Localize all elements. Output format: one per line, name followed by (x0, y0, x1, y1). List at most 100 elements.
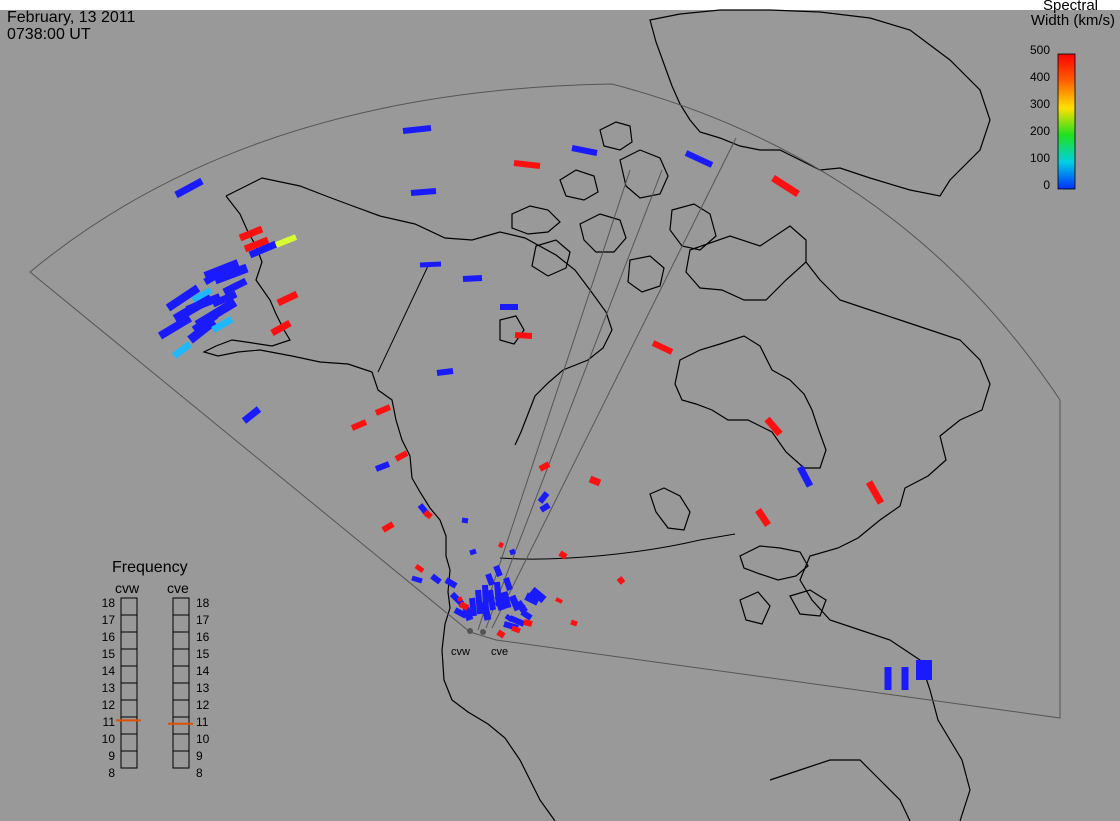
echo-cell (211, 315, 234, 334)
frequency-scale-cve (172, 597, 190, 769)
echo-cell (174, 177, 204, 199)
frequency-scale-label: 8 (196, 766, 203, 780)
frequency-scale-label: 15 (101, 647, 115, 661)
echo-cell (524, 592, 540, 606)
frequency-scale-label: 12 (101, 698, 115, 712)
coastline-hudson-bay (674, 335, 827, 469)
echo-cell (520, 609, 533, 621)
frequency-scale-label: 14 (101, 664, 115, 678)
echo-cell (469, 597, 477, 617)
echo-cell (469, 548, 477, 556)
colorbar-tick: 500 (1029, 43, 1050, 57)
frequency-scale-label: 16 (101, 630, 115, 644)
echo-cell (430, 573, 442, 585)
fov-cvw-east-edge-2 (477, 169, 631, 631)
echo-cell (444, 577, 458, 589)
echo-cell (500, 591, 512, 609)
colorbar-tick: 300 (1029, 97, 1050, 111)
colorbar-tick: 200 (1029, 124, 1050, 138)
echo-cell (571, 145, 598, 156)
frequency-scale-cvw (120, 597, 138, 769)
frequency-scale-label: 11 (102, 715, 115, 729)
frequency-radar-name: cvw (115, 580, 140, 596)
colorbar-tick: 100 (1029, 151, 1050, 165)
echo-cell (248, 240, 278, 259)
echo-cell (755, 508, 771, 527)
echo-cell (411, 575, 423, 584)
echo-cell (374, 461, 391, 472)
echo-cell (497, 541, 505, 549)
echo-cell (538, 461, 551, 472)
echo-cell (503, 577, 513, 591)
coastline-great-lakes (649, 487, 827, 625)
frequency-scale-label: 18 (101, 596, 115, 610)
top-border (0, 0, 1120, 10)
frequency-scale-label: 9 (196, 749, 203, 763)
frequency-radar-name: cve (167, 580, 189, 596)
date-label: February, 13 2011 (7, 9, 136, 26)
echo-cell (381, 521, 395, 533)
radar-site-cvw (467, 628, 473, 634)
frequency-scale-label: 10 (196, 732, 210, 746)
echo-cell (222, 277, 248, 296)
echo-cell (508, 594, 522, 612)
echo-cell (453, 607, 468, 619)
echo-cell (570, 619, 578, 627)
echo-cell (771, 175, 800, 197)
echo-cell (374, 404, 392, 416)
fields-of-view (29, 83, 1061, 719)
echo-cell (485, 572, 495, 587)
frequency-scale-label: 17 (101, 613, 115, 627)
frequency-scale-label: 14 (196, 664, 210, 678)
frequency-scale-label: 8 (108, 766, 115, 780)
radar-echoes (157, 125, 932, 690)
radar-site-cve (480, 629, 486, 635)
echo-cell (475, 589, 483, 615)
echo-cell (537, 491, 550, 504)
echo-cell (270, 319, 292, 337)
echo-cell (449, 591, 465, 607)
frequency-title: Frequency (112, 559, 188, 576)
echo-cell (458, 601, 470, 611)
echo-cell (414, 563, 425, 574)
echo-cell (238, 225, 264, 242)
frequency-scale-label: 12 (196, 698, 210, 712)
echo-cell (480, 601, 492, 621)
echo-cell (203, 259, 240, 280)
echo-cell (187, 317, 217, 344)
echo-cell (191, 311, 219, 334)
frequency-scale-label: 15 (196, 647, 210, 661)
echo-cell (394, 450, 409, 462)
time-label: 0738:00 UT (7, 26, 91, 43)
echo-cell (185, 293, 222, 314)
echo-cell (410, 188, 437, 196)
echo-cell (651, 340, 674, 355)
fov-cvw-east-edge (485, 169, 663, 629)
echo-cell (555, 597, 563, 604)
echo-cell (514, 332, 533, 339)
colorbar-tick: 0 (1043, 178, 1050, 192)
echo-cell (496, 629, 506, 639)
border-alaska-canada (377, 265, 429, 373)
coastline-south (769, 759, 911, 821)
echo-cell (350, 419, 368, 431)
border-us-canada (499, 533, 736, 560)
radar-site-label: cve (491, 646, 509, 658)
echo-cell (402, 125, 432, 134)
echo-cell (274, 234, 298, 248)
frequency-scale-label: 16 (196, 630, 210, 644)
echo-cell (796, 465, 814, 488)
coastline-greenland (649, 9, 991, 197)
echo-cell (684, 150, 714, 168)
echo-cell (529, 586, 547, 604)
echo-cell (241, 406, 262, 424)
radar-site-label: cvw (451, 646, 470, 658)
echo-cell (504, 613, 514, 623)
frequency-scale-label: 13 (196, 681, 210, 695)
colorbar-title: Spectral (1042, 0, 1098, 14)
echo-cell (764, 416, 783, 437)
borders (377, 265, 736, 560)
coastline-east (799, 261, 991, 821)
echo-cell (588, 475, 602, 487)
